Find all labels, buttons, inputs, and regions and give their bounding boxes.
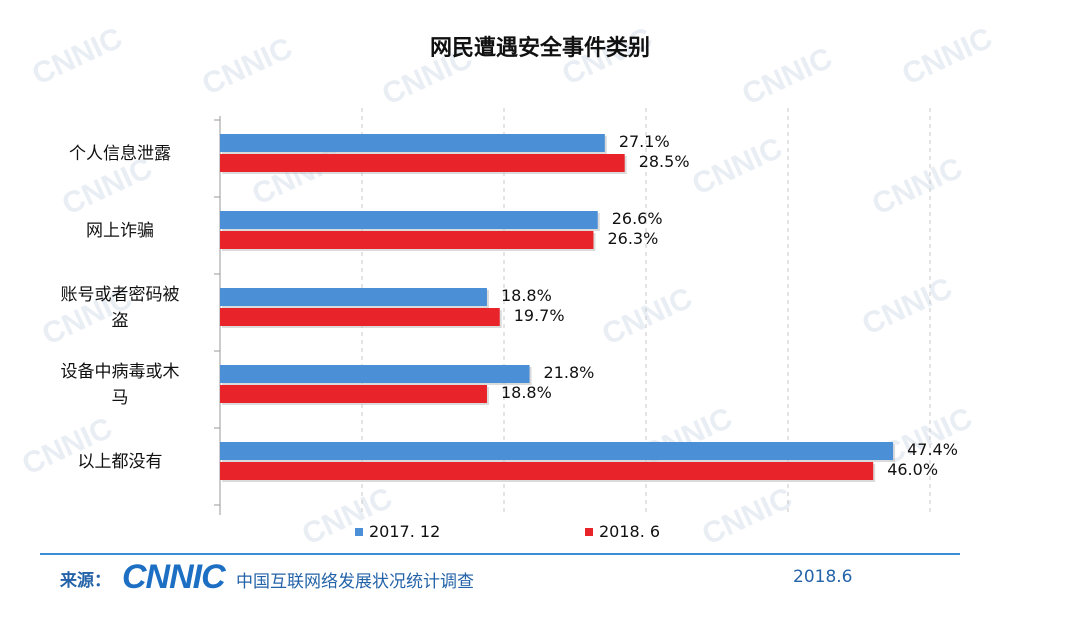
data-label: 18.8% xyxy=(500,286,552,305)
data-label: 21.8% xyxy=(543,363,595,382)
category-label-line: 以上都没有 xyxy=(77,452,163,472)
category-label-line: 盗 xyxy=(111,311,129,331)
legend-swatch xyxy=(355,527,363,536)
bar-2018-6 xyxy=(220,308,500,326)
data-label: 18.8% xyxy=(500,383,552,402)
bar-2017-12 xyxy=(220,211,598,229)
category-label-line: 设备中病毒或木 xyxy=(60,362,180,382)
data-label: 26.3% xyxy=(607,229,659,248)
report-name: 中国互联网络发展状况统计调查 xyxy=(236,572,474,592)
category-label: 个人信息泄露 xyxy=(30,141,210,167)
bar-2018-6 xyxy=(220,154,625,172)
bar-2018-6 xyxy=(220,231,594,249)
data-label: 28.5% xyxy=(638,152,690,171)
legend-item: 2017. 12 xyxy=(355,522,440,541)
data-label: 46.0% xyxy=(887,460,939,479)
legend-item: 2018. 6 xyxy=(585,522,660,541)
category-label-line: 账号或者密码被 xyxy=(60,285,180,305)
category-label: 以上都没有 xyxy=(30,449,210,475)
category-label-line: 个人信息泄露 xyxy=(69,144,171,164)
report-date: 2018.6 xyxy=(793,567,853,587)
category-label-line: 马 xyxy=(111,388,129,408)
category-label: 账号或者密码被盗 xyxy=(30,282,210,334)
source-label: 来源： xyxy=(60,571,111,591)
legend-label: 2018. 6 xyxy=(599,522,661,541)
bar-2017-12 xyxy=(220,442,894,460)
bar-2017-12 xyxy=(220,288,487,306)
legend-label: 2017. 12 xyxy=(369,522,441,541)
bar-2018-6 xyxy=(220,385,487,403)
footer: 来源： CNNIC 中国互联网络发展状况统计调查 2018.6 xyxy=(0,558,1080,600)
bar-2017-12 xyxy=(220,365,530,383)
legend-swatch xyxy=(585,527,593,536)
category-label: 网上诈骗 xyxy=(30,218,210,244)
category-label-line: 网上诈骗 xyxy=(86,221,154,241)
cnnic-logo: CNNIC xyxy=(122,558,226,596)
data-label: 26.6% xyxy=(611,209,663,228)
category-label: 设备中病毒或木马 xyxy=(30,359,210,411)
data-label: 47.4% xyxy=(907,440,958,459)
data-label: 27.1% xyxy=(618,132,670,151)
footer-divider xyxy=(40,553,960,555)
bar-2017-12 xyxy=(220,134,605,152)
bar-2018-6 xyxy=(220,462,874,480)
data-label: 19.7% xyxy=(513,306,565,325)
chart-title: 网民遭遇安全事件类别 xyxy=(429,36,650,61)
